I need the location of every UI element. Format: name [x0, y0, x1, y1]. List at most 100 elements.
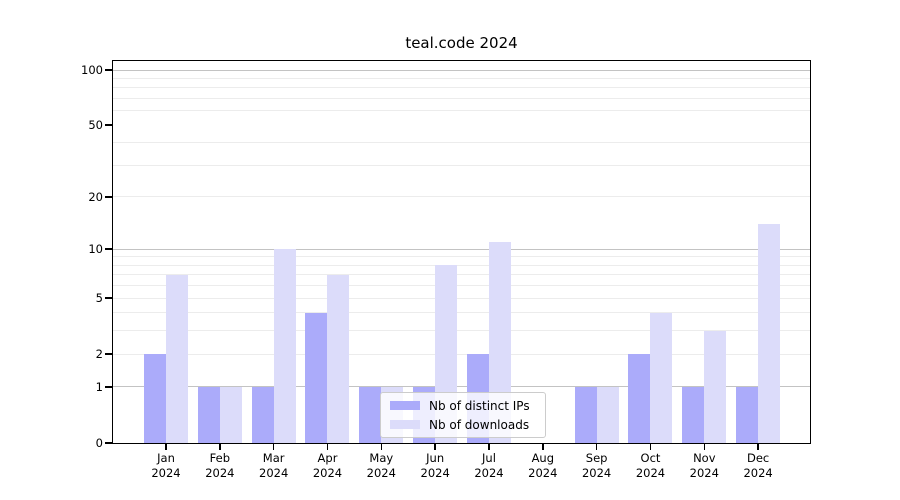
legend: Nb of distinct IPs Nb of downloads	[380, 392, 546, 438]
gridline-minor-9	[113, 256, 810, 258]
x-tick-label-nov: Nov 2024	[676, 451, 732, 481]
x-tick-mark-aug	[542, 444, 544, 450]
x-tick-label-may: May 2024	[353, 451, 409, 481]
bar-downloads-mar	[273, 249, 296, 443]
x-tick-mark-apr	[326, 444, 329, 450]
gridline-minor-20	[113, 196, 810, 198]
x-tick-label-year-dec: 2024	[743, 466, 773, 480]
y-tick-mark-20	[105, 196, 112, 198]
y-tick-mark-1	[105, 386, 112, 388]
x-tick-label-month-oct: Oct	[640, 451, 661, 465]
x-tick-mark-jan	[165, 444, 167, 450]
x-tick-label-month-may: May	[369, 451, 394, 465]
x-tick-label-month-mar: Mar	[262, 451, 285, 465]
y-tick-mark-10	[105, 248, 112, 250]
gridline-minor-70	[113, 97, 810, 99]
y-tick-label-1: 1	[95, 379, 103, 394]
y-tick-mark-50	[105, 124, 112, 126]
bar-downloads-jan	[166, 274, 188, 443]
x-tick-label-month-feb: Feb	[209, 451, 231, 465]
x-tick-label-year-aug: 2024	[528, 466, 558, 480]
gridline-major-1	[113, 386, 810, 388]
bar-distinct-ips-may	[359, 386, 382, 443]
x-tick-label-apr: Apr 2024	[299, 451, 355, 481]
bar-downloads-sep	[596, 386, 619, 443]
x-tick-label-year-oct: 2024	[635, 466, 666, 480]
gridline-minor-80	[113, 87, 810, 89]
bar-downloads-oct	[650, 312, 673, 443]
y-tick-mark-5	[105, 297, 112, 299]
plot-area	[113, 61, 810, 443]
y-tick-mark-0	[105, 442, 112, 444]
x-tick-label-year-may: 2024	[366, 466, 396, 480]
gridline-minor-4	[113, 312, 810, 314]
y-tick-mark-100	[105, 69, 112, 71]
x-tick-mark-feb	[219, 444, 221, 450]
x-tick-mark-mar	[272, 444, 275, 450]
x-tick-label-month-sep: Sep	[585, 451, 608, 465]
x-tick-label-month-jul: Jul	[482, 451, 496, 465]
bar-downloads-dec	[758, 224, 781, 443]
x-tick-label-year-apr: 2024	[312, 466, 343, 480]
chart-title: teal.code 2024	[405, 34, 518, 52]
bar-distinct-ips-sep	[574, 386, 597, 443]
bar-distinct-ips-feb	[197, 386, 220, 443]
legend-swatch-distinct-ips	[390, 401, 420, 410]
gridline-minor-6	[113, 285, 810, 287]
x-tick-label-month-jan: Jan	[157, 451, 175, 465]
bar-distinct-ips-oct	[628, 354, 651, 443]
gridline-minor-30	[113, 164, 810, 166]
x-tick-label-dec: Dec 2024	[730, 451, 786, 481]
y-tick-label-5: 5	[95, 291, 103, 306]
gridline-minor-2	[113, 353, 810, 355]
legend-entry-downloads: Nb of downloads	[390, 418, 536, 432]
x-tick-label-jul: Jul 2024	[461, 451, 517, 481]
x-tick-label-year-jul: 2024	[474, 466, 504, 480]
y-tick-label-0: 0	[95, 436, 103, 450]
x-tick-label-mar: Mar 2024	[246, 451, 302, 481]
gridline-minor-60	[113, 110, 810, 112]
y-tick-label-2: 2	[95, 347, 103, 362]
gridline-minor-7	[113, 274, 810, 276]
x-tick-label-oct: Oct 2024	[622, 451, 678, 481]
bar-distinct-ips-mar	[251, 386, 274, 443]
gridline-minor-40	[113, 142, 810, 144]
bar-distinct-ips-dec	[736, 386, 759, 443]
legend-swatch-downloads	[390, 420, 420, 429]
bar-distinct-ips-nov	[682, 386, 705, 443]
x-tick-mark-may	[380, 444, 383, 450]
x-tick-label-year-feb: 2024	[205, 466, 235, 480]
x-tick-mark-oct	[649, 444, 652, 450]
x-tick-label-month-nov: Nov	[693, 451, 716, 465]
x-tick-label-feb: Feb 2024	[192, 451, 248, 481]
x-tick-label-jun: Jun 2024	[407, 451, 463, 481]
gridline-minor-8	[113, 264, 810, 266]
x-tick-mark-sep	[595, 444, 598, 450]
gridline-minor-5	[113, 297, 810, 299]
x-tick-mark-nov	[703, 444, 706, 450]
x-tick-label-year-sep: 2024	[581, 466, 612, 480]
x-tick-mark-dec	[757, 444, 759, 450]
x-tick-label-year-nov: 2024	[689, 466, 719, 480]
x-tick-label-jan: Jan 2024	[138, 451, 194, 481]
bar-downloads-feb	[219, 386, 242, 443]
y-tick-label-100: 100	[81, 63, 103, 77]
x-tick-label-month-dec: Dec	[746, 451, 770, 465]
x-tick-label-year-jan: 2024	[151, 466, 181, 480]
x-tick-mark-jun	[434, 444, 436, 450]
bar-distinct-ips-apr	[305, 312, 328, 443]
x-tick-label-sep: Sep 2024	[569, 451, 625, 481]
x-tick-label-month-jun: Jun	[426, 451, 445, 465]
y-tick-label-20: 20	[88, 189, 103, 204]
x-tick-label-year-mar: 2024	[259, 466, 289, 480]
gridline-major-100	[113, 69, 810, 71]
legend-label-distinct-ips: Nb of distinct IPs	[429, 398, 530, 413]
x-tick-mark-jul	[488, 444, 490, 450]
legend-entry-distinct-ips: Nb of distinct IPs	[390, 399, 536, 413]
x-tick-label-month-aug: Aug	[531, 451, 555, 465]
gridline-major-10	[113, 248, 810, 250]
gridline-minor-3	[113, 330, 810, 332]
bar-downloads-apr	[327, 274, 350, 443]
y-tick-label-10: 10	[88, 242, 103, 257]
